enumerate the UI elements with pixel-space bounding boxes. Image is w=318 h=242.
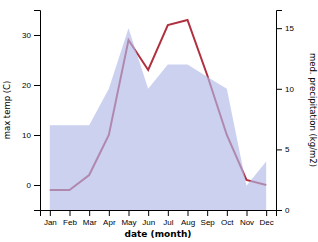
tick-label: 0 [27,181,32,190]
tick: Dec [260,210,274,227]
tick-mark [34,35,40,36]
tick: 5 [276,145,290,154]
tick-label: 10 [285,85,294,94]
tick-mark [34,85,40,86]
tick: Apr [103,210,116,227]
tick-label: Nov [240,218,254,227]
y2-axis: 0 5 10 15 [276,11,294,216]
tick: Jul [163,210,173,227]
axis-line [41,211,277,217]
tick-mark [276,89,282,90]
area [50,28,266,210]
x-axis-title: date (month) [125,229,192,239]
tick-label: Jan [44,218,57,227]
axis-line [34,11,41,211]
tick: May [121,210,136,227]
tick: Jan [44,210,57,227]
chart: Jan Feb Mar Apr May Jun Jul Aug Sep Oct Nov Dec 0 10 2… [0,0,318,242]
tick-label: 0 [285,206,290,215]
tick: 30 [22,31,40,40]
tick-mark [50,210,51,216]
tick: 0 [276,206,290,215]
tick: Feb [63,210,77,227]
tick-mark [109,210,110,216]
axis-line [277,11,283,211]
tick-label: 10 [22,131,31,140]
tick-mark [168,210,169,216]
tick-label: Aug [181,218,195,227]
tick: 15 [276,24,294,33]
tick: Oct [221,210,234,227]
tick-label: 15 [285,24,294,33]
tick: Jun [142,210,155,227]
tick-label: Apr [103,218,116,227]
tick-mark [207,210,208,216]
tick-mark [70,210,71,216]
tick: Aug [181,210,195,227]
tick-mark [34,185,40,186]
tick-mark [188,210,189,216]
tick: 10 [276,85,294,94]
y-axis-title: max temp (C) [2,81,12,140]
tick-label: Feb [63,218,77,227]
tick-label: 30 [22,31,31,40]
tick: 10 [22,131,40,140]
tick: Sep [201,210,216,227]
tick-label: Dec [260,218,274,227]
tick-label: 5 [285,145,290,154]
y-axis: 0 10 20 30 [22,11,40,211]
tick: Mar [83,210,97,227]
tick-mark [129,210,130,216]
tick-mark [276,210,282,211]
tick-mark [276,28,282,29]
tick-mark [89,210,90,216]
tick: 20 [22,81,40,90]
tick-mark [247,210,248,216]
tick-mark [276,149,282,150]
tick-label: Jul [163,218,173,227]
tick-mark [227,210,228,216]
tick-mark [34,135,40,136]
plot-area [50,20,266,210]
y2-axis-title: med. precipitation (kg/m2) [308,53,318,167]
tick-label: Oct [221,218,234,227]
tick-mark [266,210,267,216]
tick-mark [148,210,149,216]
tick-label: May [121,218,136,227]
tick-label: 20 [22,81,31,90]
tick-label: Sep [201,218,216,227]
tick: Nov [240,210,254,227]
tick-label: Mar [83,218,97,227]
tick: 0 [27,181,40,190]
tick-label: Jun [142,218,155,227]
chart-container: Jan Feb Mar Apr May Jun Jul Aug Sep Oct Nov Dec 0 10 2… [0,0,318,242]
x-axis: Jan Feb Mar Apr May Jun Jul Aug Sep Oct Nov Dec [41,210,277,227]
